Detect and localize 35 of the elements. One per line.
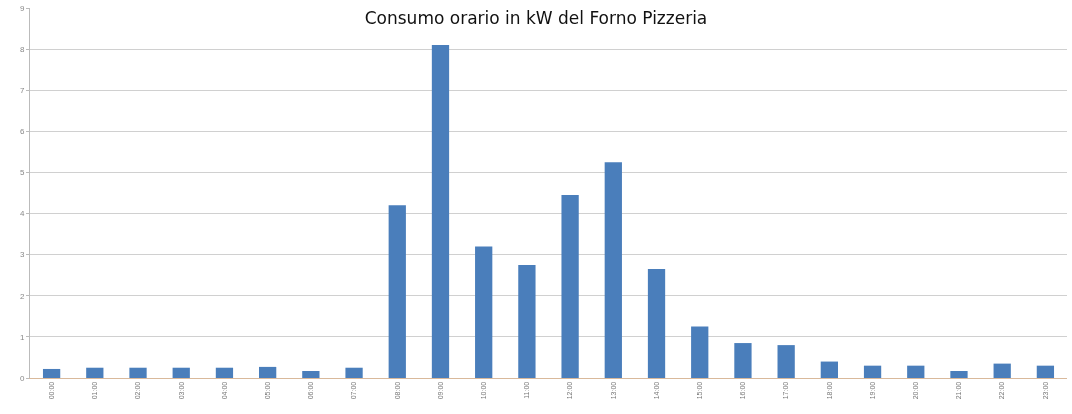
bar: [215, 367, 234, 378]
bar: [388, 205, 406, 378]
y-tick-label: 6: [19, 127, 25, 137]
bar: [647, 269, 666, 378]
chart-title: Consumo orario in kW del Forno Pizzeria: [364, 8, 708, 29]
bar: [172, 367, 190, 378]
bar: [431, 45, 450, 378]
bar: [604, 162, 622, 378]
bar: [950, 371, 968, 378]
bar: [561, 195, 579, 378]
bar: [777, 345, 795, 378]
y-tick-label: 1: [19, 332, 25, 342]
bar: [259, 366, 277, 378]
bar: [302, 371, 320, 378]
bar: [518, 264, 536, 378]
bar: [993, 363, 1011, 378]
y-tick-label: 3: [19, 250, 25, 260]
y-tick-label: 9: [19, 3, 25, 13]
bar: [129, 367, 147, 378]
y-tick-label: 8: [19, 44, 25, 54]
bar: [907, 365, 925, 378]
y-tick-label: 7: [19, 86, 25, 96]
bar: [86, 367, 104, 378]
bar: [1036, 365, 1055, 378]
y-tick-label: 2: [19, 291, 25, 301]
y-tick-label: 5: [19, 168, 25, 178]
bar: [863, 365, 882, 378]
y-tick-label: 4: [19, 209, 25, 219]
bar: [734, 343, 752, 378]
bar: [345, 367, 363, 378]
bar: [475, 246, 493, 378]
bar: [691, 326, 709, 378]
y-tick-label: 0: [19, 373, 25, 383]
bar: [42, 368, 61, 378]
bar: [820, 361, 838, 378]
